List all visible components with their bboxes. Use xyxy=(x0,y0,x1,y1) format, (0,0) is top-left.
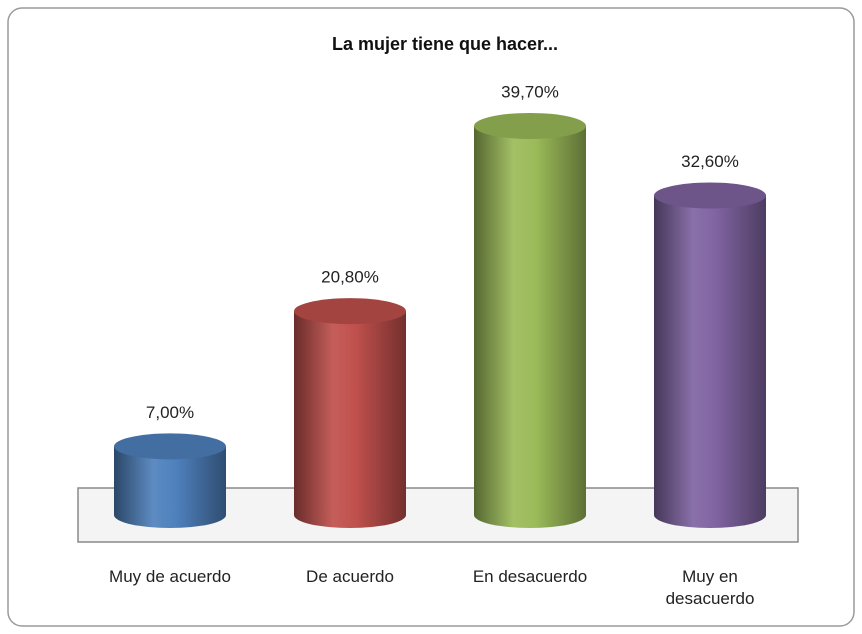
bar-top xyxy=(654,182,766,209)
bar-top xyxy=(114,433,226,460)
bar-top xyxy=(294,298,406,325)
value-label: 39,70% xyxy=(501,82,559,101)
bar xyxy=(654,195,766,528)
x-tick-label: De acuerdo xyxy=(306,567,394,586)
x-tick-label: Muy en desacuerdo xyxy=(665,567,755,608)
bar xyxy=(294,311,406,528)
chart-title: La mujer tiene que hacer... xyxy=(332,34,558,54)
value-label: 32,60% xyxy=(681,152,739,171)
bar xyxy=(474,125,586,528)
x-tick-label: En desacuerdo xyxy=(472,567,588,586)
value-label: 7,00% xyxy=(146,403,194,422)
bar-top xyxy=(474,112,586,139)
x-tick-label: Muy de acuerdo xyxy=(109,567,231,586)
value-label: 20,80% xyxy=(321,268,379,287)
bar xyxy=(114,446,226,528)
